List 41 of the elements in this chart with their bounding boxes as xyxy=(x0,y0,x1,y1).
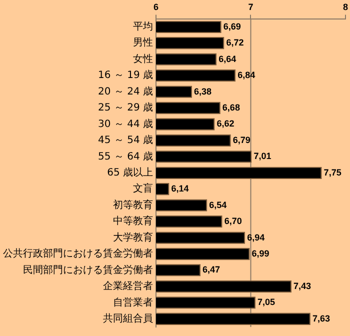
x-tick-label: 6 xyxy=(153,2,159,12)
y-tick-label: 55 ～ 64 歳 xyxy=(98,150,153,162)
y-tick-label: 公共行政部門における賃金労働者 xyxy=(3,248,153,260)
y-tick-label: 文盲 xyxy=(133,182,153,195)
data-label: 7,43 xyxy=(293,280,312,291)
data-label: 7,75 xyxy=(324,167,342,178)
data-label: 7,01 xyxy=(254,151,272,162)
data-label: 6,68 xyxy=(222,102,240,112)
data-label: 6,69 xyxy=(223,21,241,32)
y-tick-label: 20 ～ 24 歳 xyxy=(98,85,153,98)
y-tick-label: 25 ～ 29 歳 xyxy=(98,102,153,114)
y-tick-label: 大学教育 xyxy=(113,231,153,244)
y-tick-label: 初等教育 xyxy=(113,198,153,211)
data-label: 7,05 xyxy=(257,297,276,308)
data-label: 6,64 xyxy=(218,54,236,64)
data-label: 6,54 xyxy=(209,200,227,210)
data-label: 6,94 xyxy=(247,232,265,242)
y-tick-label: 共同組合員 xyxy=(103,312,153,324)
data-label: 6,72 xyxy=(226,38,244,48)
data-label: 6,99 xyxy=(252,248,270,258)
data-label: 6,79 xyxy=(232,134,250,145)
y-tick-label: 65 歳以上 xyxy=(107,166,153,178)
y-tick-label: 女性 xyxy=(133,52,153,65)
y-tick-label: 男性 xyxy=(133,36,153,49)
data-label: 6,70 xyxy=(224,216,242,226)
data-label: 6,14 xyxy=(171,184,189,194)
y-tick-label: 自営業者 xyxy=(113,296,153,308)
data-label: 6,62 xyxy=(216,118,234,129)
y-tick-label: 30 ～ 44 歳 xyxy=(98,118,153,130)
x-tick-label: 8 xyxy=(342,2,348,12)
data-label: 7,63 xyxy=(312,313,330,324)
y-tick-label: 45 ～ 54 歳 xyxy=(98,134,153,146)
data-label: 6,38 xyxy=(194,86,212,96)
y-tick-label: 企業経営者 xyxy=(103,280,153,292)
data-label: 6,47 xyxy=(202,264,220,275)
x-tick-label: 7 xyxy=(248,2,254,12)
y-tick-label: 中等教育 xyxy=(113,215,153,228)
y-tick-label: 16 ～ 19 歳 xyxy=(98,69,153,82)
y-tick-label: 平均 xyxy=(133,20,153,33)
data-label: 6,84 xyxy=(238,70,256,80)
y-tick-label: 民間部門における賃金労働者 xyxy=(23,264,153,276)
